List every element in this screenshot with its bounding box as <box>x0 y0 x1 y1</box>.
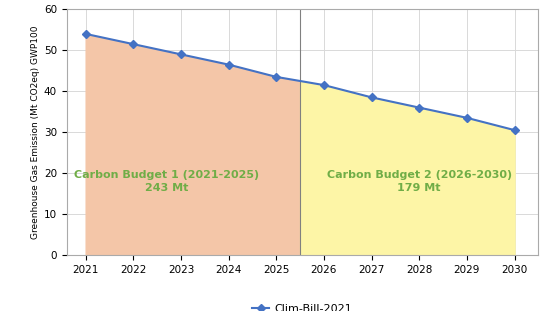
Legend: Clim-Bill-2021: Clim-Bill-2021 <box>248 299 357 311</box>
Text: Carbon Budget 2 (2026-2030)
179 Mt: Carbon Budget 2 (2026-2030) 179 Mt <box>327 170 512 193</box>
Y-axis label: Greenhouse Gas Emission (Mt CO2eq) GWP100: Greenhouse Gas Emission (Mt CO2eq) GWP10… <box>31 26 39 239</box>
Text: Carbon Budget 1 (2021-2025)
243 Mt: Carbon Budget 1 (2021-2025) 243 Mt <box>74 170 259 193</box>
